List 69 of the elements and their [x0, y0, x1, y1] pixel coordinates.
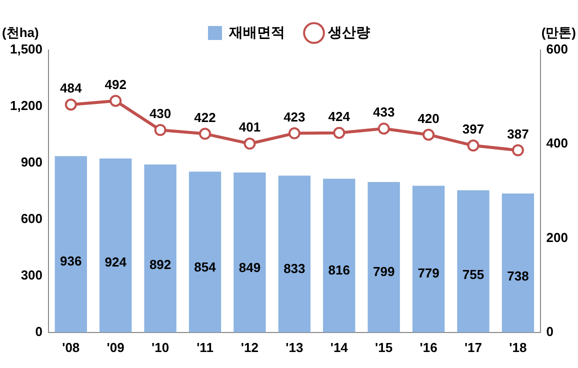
- x-tick-label: '12: [240, 340, 258, 355]
- x-tick-label: '11: [196, 340, 214, 355]
- data-label: 430: [149, 106, 172, 122]
- data-label: 492: [104, 76, 126, 92]
- data-label: 892: [149, 256, 172, 272]
- point: [154, 124, 166, 136]
- legend-label: 재배면적: [228, 24, 285, 40]
- y-tick-label: 1,500: [10, 42, 43, 57]
- bar: [54, 156, 87, 332]
- x-tick-label: '13: [286, 340, 304, 355]
- bar: [144, 164, 176, 332]
- data-label: 738: [507, 268, 529, 284]
- bar: [188, 172, 222, 332]
- y2-tick-label: 600: [546, 42, 568, 57]
- x-tick-label: '16: [420, 340, 438, 355]
- data-label: 755: [462, 267, 484, 282]
- data-label: 422: [194, 110, 216, 125]
- point: [199, 128, 212, 140]
- point: [422, 128, 435, 141]
- x-tick-label: '15: [375, 340, 393, 355]
- y2-tick-label: 400: [546, 136, 568, 151]
- point: [64, 98, 77, 111]
- bar: [412, 186, 445, 332]
- y2-tick-label: 0: [546, 324, 554, 339]
- y-tick-label: 300: [20, 268, 43, 282]
- bar: [323, 178, 356, 332]
- data-label: 924: [104, 254, 128, 270]
- y2-axis-title: (만톤): [541, 25, 576, 40]
- x-tick-label: '09: [106, 340, 124, 355]
- y-tick-label: 900: [20, 154, 43, 170]
- x-tick-label: '08: [62, 340, 80, 355]
- point: [288, 127, 300, 140]
- x-tick-label: '10: [152, 340, 170, 355]
- data-label: 779: [418, 265, 440, 280]
- data-label: 854: [194, 260, 217, 275]
- y2-tick-label: 200: [546, 230, 568, 245]
- point: [467, 140, 480, 152]
- legend-label: 생산량: [327, 24, 370, 40]
- y-axis-title: (천ha): [2, 25, 39, 40]
- data-label: 420: [418, 110, 440, 126]
- data-label: 849: [238, 260, 261, 276]
- data-label: 397: [462, 122, 484, 137]
- point: [512, 144, 524, 156]
- bar: [278, 176, 311, 332]
- bar: [100, 158, 132, 332]
- data-label: 433: [372, 104, 395, 120]
- bar: [457, 190, 490, 332]
- data-label: 833: [284, 261, 306, 276]
- data-label: 401: [238, 120, 261, 135]
- y-tick-label: 600: [20, 211, 43, 226]
- point: [378, 122, 390, 135]
- data-label: 799: [372, 264, 395, 279]
- x-tick-label: '17: [464, 340, 482, 355]
- data-label: 423: [284, 109, 306, 124]
- y-tick-label: 1,200: [10, 98, 43, 114]
- data-label: 484: [60, 80, 82, 96]
- x-tick-label: '14: [330, 340, 349, 355]
- bar: [234, 172, 266, 332]
- data-label: 424: [328, 108, 351, 124]
- point: [110, 94, 122, 107]
- y-tick-label: 0: [35, 324, 43, 339]
- point: [333, 126, 346, 139]
- data-label: 936: [60, 253, 82, 268]
- bar: [502, 193, 534, 332]
- data-label: 816: [328, 262, 350, 278]
- x-tick-label: '18: [509, 340, 527, 355]
- bar: [368, 182, 400, 332]
- point: [244, 138, 256, 150]
- data-label: 387: [507, 126, 529, 142]
